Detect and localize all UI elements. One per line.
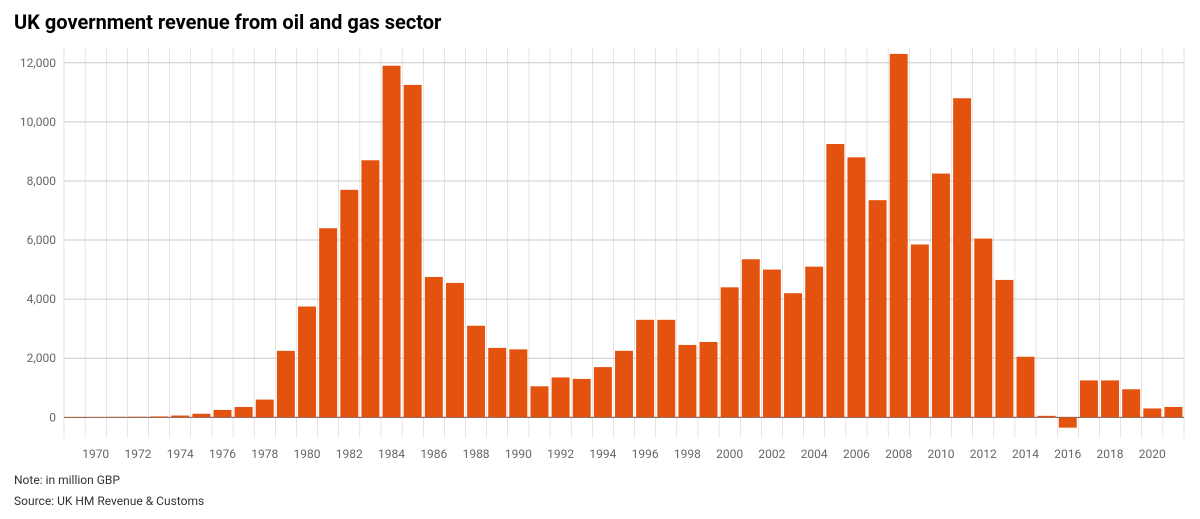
x-tick-label: 2004 [801,447,828,461]
bar [319,228,337,417]
bar [657,320,675,418]
bar [742,259,760,417]
bar [573,379,591,417]
bar [1122,389,1140,417]
bar [552,377,570,417]
bar [1101,380,1119,417]
bar [932,174,950,418]
bar [594,367,612,417]
bar [129,417,147,418]
chart-source: Source: UK HM Revenue & Customs [14,493,1186,510]
y-tick-label: 12,000 [20,56,56,70]
x-tick-label: 1992 [547,447,574,461]
y-tick-label: 2,000 [27,351,57,365]
x-tick-label: 2002 [758,447,785,461]
bar [509,349,527,417]
bar [446,283,464,417]
chart-title: UK government revenue from oil and gas s… [14,10,1186,34]
x-tick-label: 1980 [294,447,321,461]
bar [1164,407,1182,417]
bar [636,320,654,418]
x-tick-label: 1982 [336,447,363,461]
x-tick-label: 1978 [251,447,278,461]
bar [467,326,485,418]
bar [192,414,210,418]
bar [1017,357,1035,418]
bar [214,410,232,417]
x-tick-label: 1970 [82,447,109,461]
bar [615,351,633,417]
bar [488,348,506,417]
bar [847,157,865,417]
bar [784,293,802,417]
x-tick-label: 1986 [420,447,447,461]
chart-area: 0 2,000 4,000 6,000 8,000 10,000 12,000 1970 197… [14,38,1186,468]
y-tick-label: 8,000 [27,174,57,188]
x-tick-label: 2016 [1054,447,1081,461]
bar [826,144,844,417]
y-tick-label: 10,000 [20,115,56,129]
y-tick-label: 6,000 [27,233,57,247]
bar [953,98,971,417]
x-tick-label: 2018 [1097,447,1124,461]
x-tick-label: 1974 [167,447,194,461]
bar [1080,380,1098,417]
bar [361,160,379,417]
x-tick-label: 1994 [589,447,616,461]
y-tick-label: 0 [49,410,56,424]
x-tick-label: 1976 [209,447,236,461]
bar [721,287,739,417]
bar [340,190,358,418]
bar [425,277,443,417]
x-tick-label: 1998 [674,447,701,461]
bar [869,200,887,417]
bar [890,54,908,417]
y-tick-label: 4,000 [27,292,57,306]
bar [108,417,126,418]
x-tick-label: 2010 [927,447,954,461]
bar [171,416,189,418]
bar [700,342,718,417]
x-tick-label: 2014 [1012,447,1039,461]
bar [1059,417,1077,427]
x-tick-label: 2006 [843,447,870,461]
bar [66,417,84,418]
bar [383,66,401,418]
bar [1143,408,1161,417]
bar [974,239,992,418]
x-tick-label: 2008 [885,447,912,461]
bar [763,270,781,418]
x-tick-label: 1990 [505,447,532,461]
bar [256,400,274,418]
x-tick-label: 1988 [463,447,490,461]
chart-svg: 0 2,000 4,000 6,000 8,000 10,000 12,000 1970 197… [14,38,1186,468]
bar [298,307,316,418]
bar [995,280,1013,417]
bar [1038,416,1056,417]
bar [678,345,696,417]
bar [404,85,422,417]
x-tick-label: 2000 [716,447,743,461]
bar [150,416,168,417]
bar [805,267,823,418]
bar [235,407,253,417]
x-tick-label: 1984 [378,447,405,461]
bar [87,417,105,418]
bar [277,351,295,417]
chart-note: Note: in million GBP [14,472,1186,489]
x-tick-label: 2020 [1139,447,1166,461]
bar [530,386,548,417]
x-tick-label: 1996 [632,447,659,461]
x-tick-label: 2012 [970,447,997,461]
x-tick-label: 1972 [124,447,151,461]
bar [911,244,929,417]
